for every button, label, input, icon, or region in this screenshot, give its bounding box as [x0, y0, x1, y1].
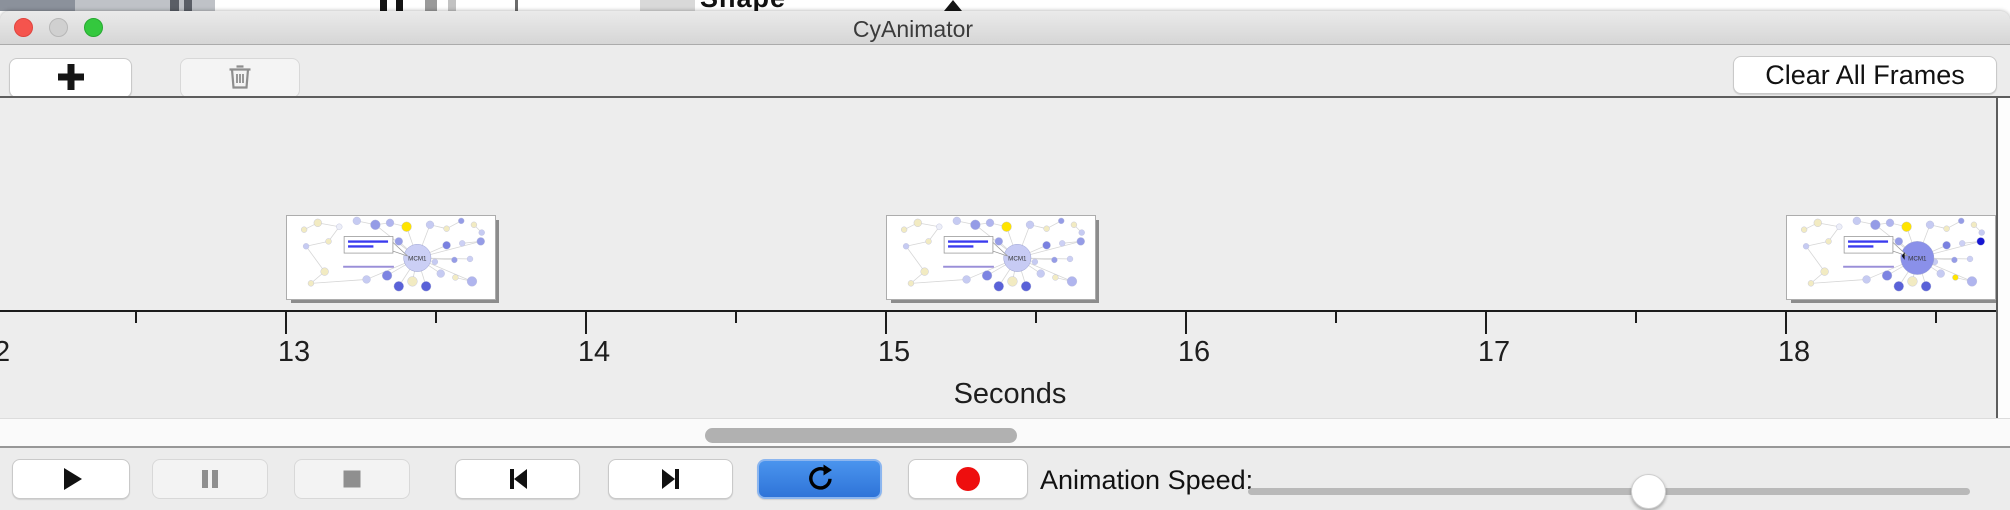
ruler-minor-tick [1935, 312, 1937, 323]
clear-all-frames-button[interactable]: Clear All Frames [1733, 56, 1997, 94]
background-fragment [944, 0, 962, 11]
ruler-major-tick [285, 312, 287, 334]
ruler-minor-tick [1335, 312, 1337, 323]
background-fragment [425, 0, 437, 11]
skip-to-end-icon [656, 465, 686, 493]
window-title: CyAnimator [852, 16, 974, 42]
ruler-tick-label: 12 [0, 336, 10, 369]
ruler-tick-label: 13 [277, 336, 311, 368]
svg-text:MCM1: MCM1 [1908, 255, 1927, 262]
ruler-major-tick [1185, 312, 1187, 334]
separator [0, 96, 2010, 98]
zoom-button[interactable] [84, 18, 103, 37]
separator [0, 446, 2010, 448]
background-app-strip: Shape [0, 0, 2010, 11]
trash-icon [224, 61, 256, 96]
svg-text:MCM1: MCM1 [1008, 255, 1027, 262]
ruler-minor-tick [1035, 312, 1037, 323]
ruler-major-tick [885, 312, 887, 334]
play-icon [55, 465, 87, 493]
animation-speed-slider[interactable] [1248, 488, 1970, 495]
ruler-tick-label: 14 [577, 336, 611, 368]
background-fragment [0, 0, 75, 11]
ruler-tick-label: 18 [1777, 336, 1811, 368]
ruler-minor-tick [735, 312, 737, 323]
skip-to-start-icon [503, 465, 533, 493]
background-fragment [184, 0, 192, 11]
background-fragment [396, 0, 403, 11]
skip-to-end-button[interactable] [608, 459, 733, 499]
playback-toolbar: Animation Speed: [0, 448, 2010, 510]
ruler-axis-line [0, 310, 1996, 312]
timeline-scrollbar[interactable] [0, 418, 2010, 447]
titlebar[interactable]: CyAnimator [0, 11, 2010, 45]
svg-text:MCM1: MCM1 [408, 255, 427, 262]
background-fragment [170, 0, 179, 11]
add-frame-button[interactable] [9, 58, 132, 98]
ruler-unit-label: Seconds [953, 378, 1067, 410]
background-fragment [380, 0, 387, 11]
background-fragment [448, 0, 456, 11]
timeline-panel[interactable]: MCM1 MCM1 MCM1 12 13 14 15 16 17 18 Seconds [0, 98, 1998, 418]
stop-icon [338, 465, 366, 493]
ruler-minor-tick [435, 312, 437, 323]
loop-button[interactable] [757, 459, 882, 499]
animation-speed-label: Animation Speed: [1040, 465, 1254, 495]
timeline-frame-thumbnail[interactable]: MCM1 [286, 215, 496, 300]
record-icon [954, 465, 982, 493]
background-fragment [515, 0, 518, 11]
ruler-tick-label: 17 [1477, 336, 1511, 368]
slider-thumb[interactable] [1631, 474, 1667, 509]
ruler-tick-label: 16 [1177, 336, 1211, 368]
plus-icon [54, 60, 88, 97]
delete-frame-button[interactable] [180, 58, 300, 98]
timeline-frame-thumbnail[interactable]: MCM1 [886, 215, 1096, 300]
right-gutter [1998, 98, 2010, 446]
background-fragment [640, 0, 695, 11]
skip-to-start-button[interactable] [455, 459, 580, 499]
ruler-major-tick [585, 312, 587, 334]
background-fragment [75, 0, 215, 11]
ruler-major-tick [1485, 312, 1487, 334]
ruler-minor-tick [1635, 312, 1637, 323]
timeline-frame-thumbnail[interactable]: MCM1 [1786, 215, 1996, 300]
loop-icon [804, 463, 836, 495]
scrollbar-thumb[interactable] [705, 428, 1017, 443]
record-button[interactable] [908, 459, 1028, 499]
background-window-text: Shape [700, 0, 786, 11]
cyanimator-window: CyAnimator Clear All Frames MCM1 MCM1 MCM1… [0, 11, 2010, 510]
ruler-major-tick [1785, 312, 1787, 334]
ruler-minor-tick [135, 312, 137, 323]
stop-button[interactable] [294, 459, 410, 499]
close-button[interactable] [14, 18, 33, 37]
ruler-tick-label: 15 [877, 336, 911, 368]
pause-button[interactable] [152, 459, 268, 499]
pause-icon [196, 465, 224, 493]
minimize-button[interactable] [49, 18, 68, 37]
play-button[interactable] [12, 459, 130, 499]
